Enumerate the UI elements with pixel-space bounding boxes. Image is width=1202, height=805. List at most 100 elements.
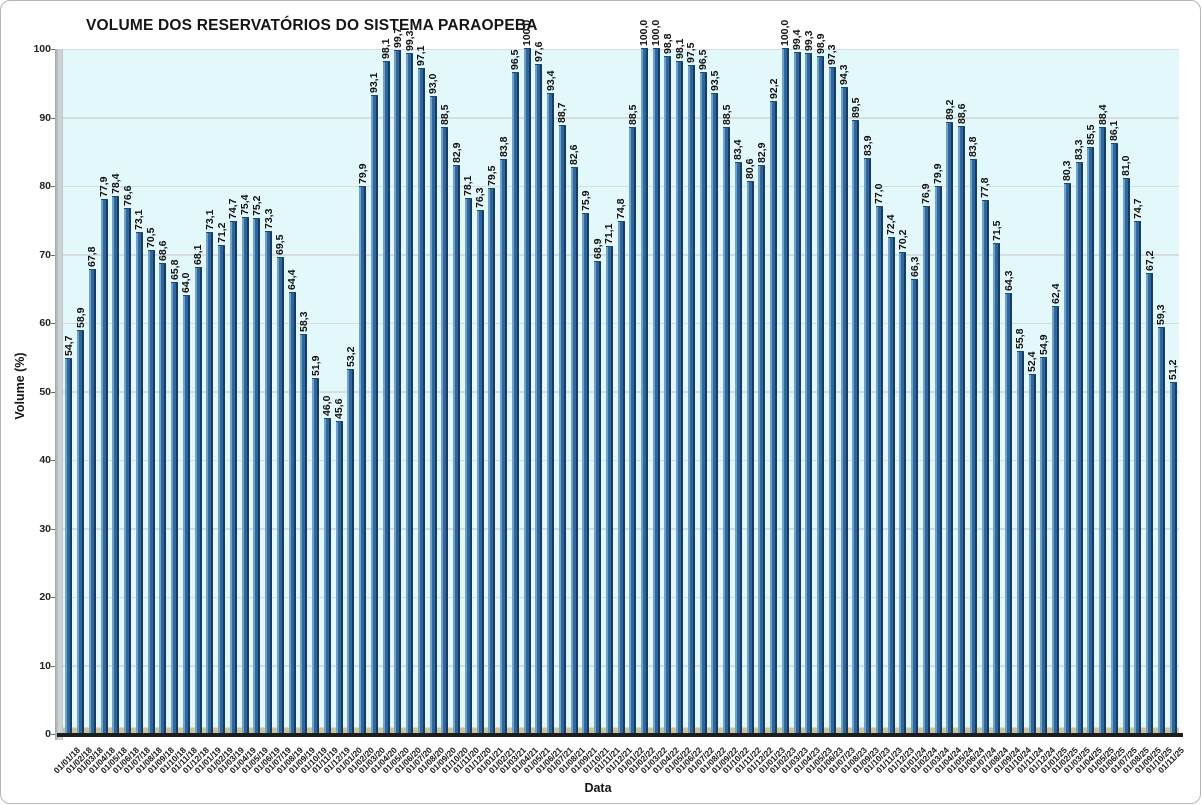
- bar: [312, 377, 320, 734]
- y-tick-label: 80: [39, 180, 51, 192]
- bar: [441, 126, 449, 734]
- bar-value-label: 96,5: [509, 49, 522, 70]
- bar: [1169, 382, 1177, 734]
- bar-value-label: 66,3: [908, 256, 921, 277]
- bar: [582, 213, 590, 734]
- bar: [229, 221, 237, 734]
- bar: [382, 61, 390, 734]
- bar: [664, 56, 672, 734]
- bar-value-label: 94,3: [838, 64, 851, 86]
- gridline: [63, 117, 1179, 119]
- bar: [65, 358, 73, 734]
- x-axis-title: Data: [584, 781, 612, 795]
- y-tick-mark: [51, 597, 57, 598]
- bar-value-label: 73,3: [262, 208, 275, 229]
- bar-value-label: 88,7: [556, 102, 569, 124]
- bar: [746, 180, 754, 734]
- bar-value-label: 72,4: [885, 214, 898, 236]
- bar-value-label: 83,4: [732, 139, 745, 160]
- bar-value-label: 88,4: [1096, 105, 1109, 126]
- y-tick-label: 30: [39, 522, 51, 535]
- bar: [899, 252, 907, 734]
- bar-value-label: 88,6: [955, 103, 968, 125]
- chart-3d-side-wall: [55, 49, 63, 740]
- bar-value-label: 97,6: [532, 42, 545, 63]
- y-tick-label: 50: [39, 385, 51, 398]
- bar-value-label: 76,9: [920, 183, 933, 205]
- bar: [676, 61, 684, 734]
- bar-value-label: 98,8: [661, 33, 674, 55]
- bar-value-label: 52,4: [1026, 351, 1039, 373]
- bar: [159, 263, 167, 734]
- bar: [88, 268, 96, 734]
- bar-value-label: 46,0: [321, 395, 334, 416]
- bar: [793, 52, 801, 734]
- bar: [147, 250, 155, 734]
- bar: [723, 126, 731, 734]
- bar-value-label: 68,6: [156, 240, 169, 262]
- y-tick-label: 20: [39, 591, 51, 603]
- bar-value-label: 54,7: [62, 335, 75, 357]
- bar: [253, 217, 261, 734]
- bar: [206, 232, 214, 734]
- bar: [135, 232, 143, 734]
- bar-value-label: 93,4: [544, 70, 557, 92]
- bar: [1087, 147, 1095, 734]
- bar: [887, 237, 895, 734]
- bar: [734, 161, 742, 734]
- bar-value-label: 55,8: [1014, 328, 1027, 349]
- bar-value-label: 78,1: [462, 175, 475, 197]
- bar-value-label: 88,5: [438, 104, 451, 125]
- bar: [124, 208, 132, 734]
- bar-value-label: 64,3: [1002, 270, 1015, 291]
- bar: [347, 368, 355, 734]
- bar-value-label: 75,9: [579, 190, 592, 212]
- bar-value-label: 93,0: [427, 73, 440, 94]
- bar: [511, 71, 519, 734]
- y-tick-label: 70: [39, 248, 51, 261]
- bar: [1110, 143, 1118, 734]
- bar-value-label: 54,9: [1037, 334, 1050, 355]
- bar: [394, 50, 402, 734]
- y-tick-mark: [51, 254, 57, 256]
- bar: [359, 185, 367, 734]
- bar: [194, 266, 202, 734]
- bar-value-label: 99,3: [802, 30, 815, 51]
- y-tick-label: 90: [39, 111, 51, 124]
- y-tick-mark: [51, 186, 57, 187]
- bar-value-label: 83,9: [861, 135, 874, 157]
- bar: [781, 48, 789, 734]
- bar: [1052, 305, 1060, 734]
- bar: [182, 294, 190, 734]
- bar: [335, 420, 343, 734]
- bar-value-label: 64,0: [180, 272, 193, 293]
- bar: [265, 230, 273, 734]
- bar: [699, 71, 707, 734]
- bar-value-label: 73,1: [203, 209, 216, 231]
- bar: [112, 195, 120, 734]
- bar-value-label: 82,9: [755, 142, 768, 164]
- y-tick-label: 40: [39, 454, 51, 466]
- bar-value-label: 82,6: [568, 144, 580, 166]
- y-tick-label: 0: [45, 728, 51, 740]
- bar: [323, 417, 331, 734]
- bar-value-label: 88,5: [626, 104, 639, 125]
- y-tick-label: 100: [33, 43, 51, 55]
- bar: [805, 52, 813, 734]
- bar: [711, 92, 719, 734]
- y-tick-mark: [51, 528, 57, 530]
- bar-value-label: 51,2: [1167, 359, 1180, 381]
- bar-value-label: 74,7: [1131, 198, 1144, 220]
- bar: [453, 165, 461, 734]
- bar: [911, 278, 919, 734]
- y-tick-label: 60: [39, 317, 51, 329]
- bar-value-label: 100,0: [779, 19, 792, 46]
- bar: [617, 220, 625, 734]
- bar: [276, 256, 284, 734]
- y-tick-mark: [51, 391, 57, 393]
- bar: [100, 199, 108, 734]
- gridline: [63, 48, 1179, 50]
- bar: [300, 333, 308, 734]
- bar-value-label: 67,8: [86, 246, 99, 267]
- bar-value-label: 82,9: [450, 142, 463, 164]
